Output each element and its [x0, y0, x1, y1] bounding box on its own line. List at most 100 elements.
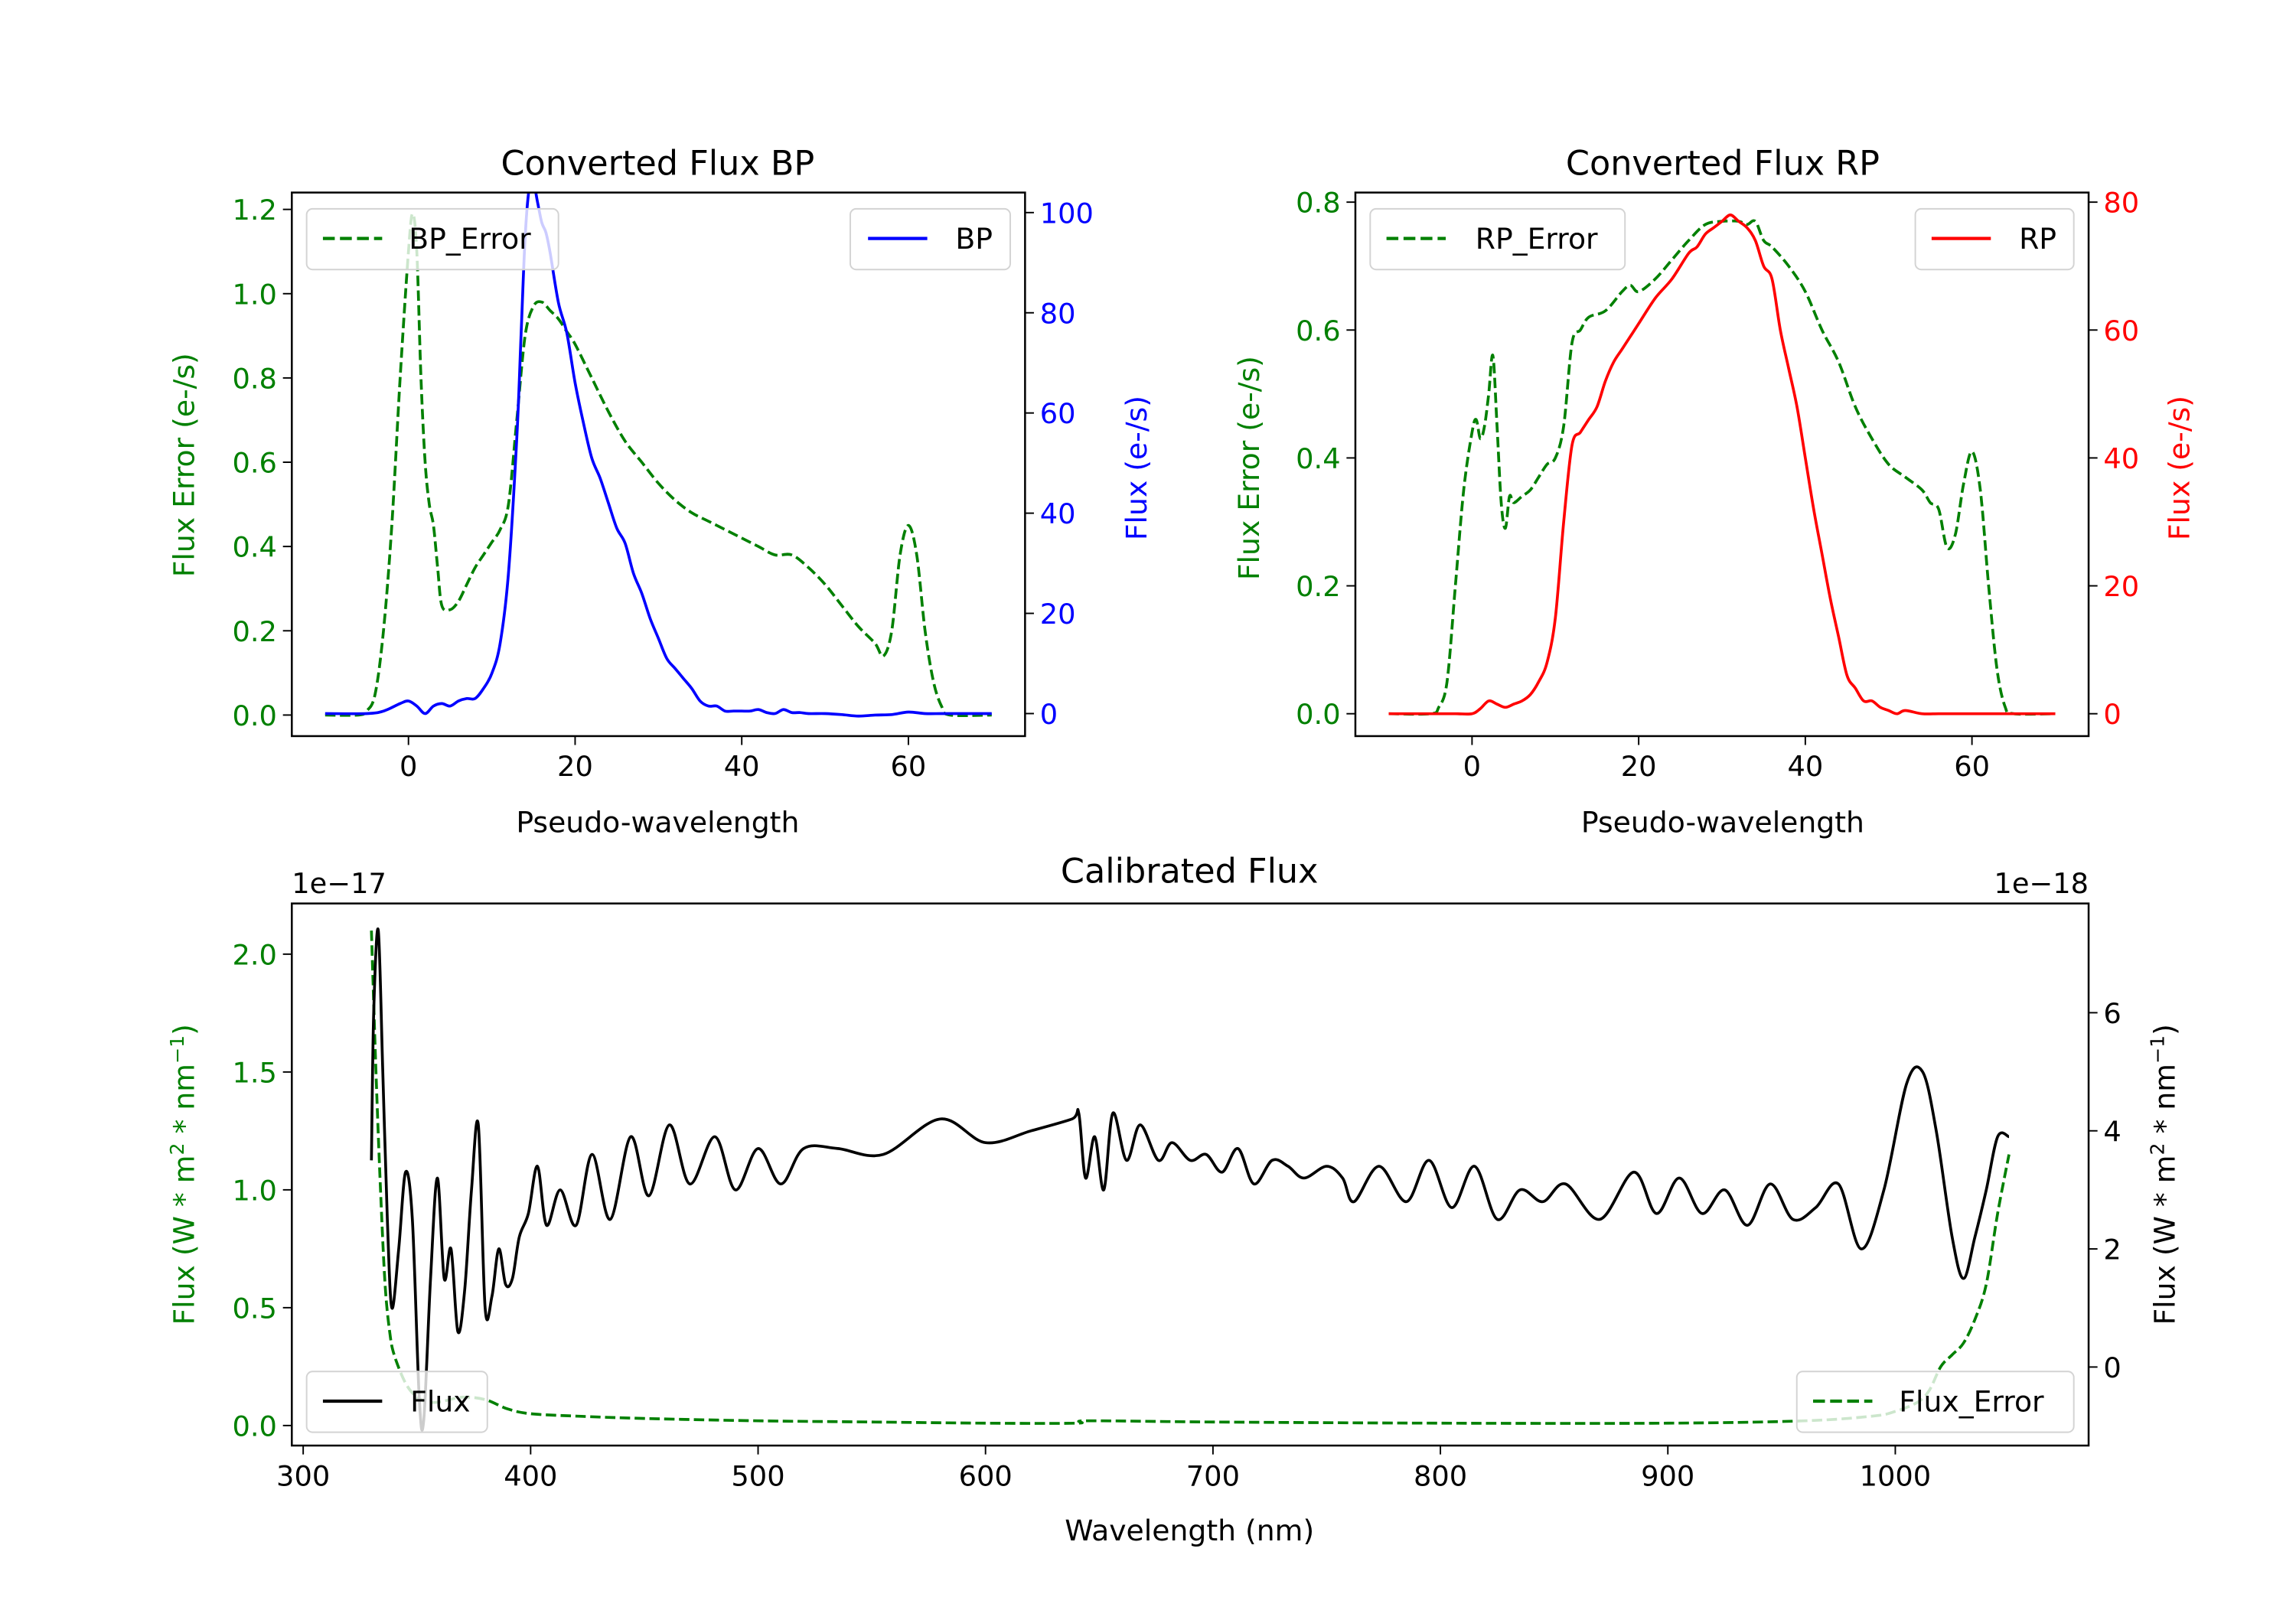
bp-left-tick-label: 0.0 — [232, 699, 276, 732]
rp-legend: RP — [1914, 207, 2075, 271]
rp-right-tick-label: 20 — [2103, 570, 2139, 603]
bp-x-tick-label: 40 — [724, 750, 760, 783]
bp-axes-frame — [291, 191, 1026, 738]
rp-axes-frame — [1354, 191, 2090, 738]
cal-x-tick-label: 700 — [1186, 1459, 1240, 1492]
bp-legend-box — [850, 207, 1011, 271]
cal-x-tick-label: 300 — [276, 1459, 330, 1492]
bp-right-y-label: Flux (e-/s) — [1120, 396, 1153, 540]
flux-legend: Flux — [305, 1371, 488, 1433]
rp-legend-box — [1914, 207, 2075, 271]
bp-title: Converted Flux BP — [501, 144, 814, 183]
rp-right-tick-label: 60 — [2103, 315, 2139, 347]
rp-x-label: Pseudo-wavelength — [1581, 806, 1864, 839]
calibrated-axes-frame — [291, 902, 2090, 1447]
rp-left-tick-label: 0.6 — [1296, 315, 1340, 347]
calibrated-right-ticks: 0 2 4 6 — [2089, 997, 2122, 1384]
cal-x-tick-label: 1000 — [1860, 1459, 1932, 1492]
cal-right-tick-label: 4 — [2103, 1115, 2121, 1148]
rp-legend-label: RP — [2019, 222, 2056, 256]
bp-right-tick-label: 100 — [1040, 197, 1094, 230]
cal-x-tick-label: 600 — [959, 1459, 1013, 1492]
rp-right-tick-label: 40 — [2103, 442, 2139, 475]
cal-right-tick-label: 6 — [2103, 997, 2121, 1030]
cal-right-tick-label: 0 — [2103, 1351, 2121, 1384]
rp-right-y-label: Flux (e-/s) — [2163, 396, 2197, 540]
bp-error-legend: BP_Error — [305, 207, 559, 271]
bp-left-tick-label: 1.2 — [232, 194, 276, 227]
flux-error-legend-box — [1795, 1371, 2075, 1433]
rp-title: Converted Flux RP — [1566, 144, 1880, 183]
cal-left-tick-label: 2.0 — [232, 938, 276, 971]
bp-panel: Converted Flux BP 0 20 40 60 0.00.20.40.60.… — [168, 144, 1154, 839]
flux-error-legend: Flux_Error — [1795, 1371, 2075, 1433]
calibrated-right-y-label: Flux (W * m2 * nm−1) — [2147, 1024, 2182, 1325]
rp-right-ticks: 0 20 40 60 80 — [2089, 187, 2139, 731]
bp-left-tick-label: 0.2 — [232, 615, 276, 648]
cal-left-tick-label: 0.5 — [232, 1292, 276, 1325]
cal-series-flux-line — [370, 927, 2010, 1432]
calibrated-right-offset: 1e−18 — [1994, 867, 2089, 900]
bp-left-ticks: 0.0 0.2 0.4 0.6 0.8 1.0 1.2 — [232, 194, 292, 732]
bp-x-tick-label: 60 — [891, 750, 927, 783]
bp-left-tick-label: 0.4 — [232, 531, 276, 564]
bp-left-tick-label: 0.8 — [232, 362, 276, 395]
cal-left-tick-label: 0.0 — [232, 1410, 276, 1442]
flux-legend-label: Flux — [410, 1385, 470, 1419]
rp-error-legend-box — [1369, 207, 1626, 271]
rp-error-legend-label: RP_Error — [1476, 222, 1598, 256]
cal-x-tick-label: 500 — [731, 1459, 784, 1492]
rp-x-tick-label: 40 — [1787, 750, 1823, 783]
rp-left-ticks: 0.0 0.2 0.4 0.6 0.8 — [1296, 187, 1355, 731]
flux-legend-box — [305, 1371, 488, 1433]
cal-x-tick-label: 900 — [1641, 1459, 1694, 1492]
rp-series-rp-line — [1388, 214, 2056, 716]
rp-right-tick-label: 80 — [2103, 187, 2139, 220]
bp-right-tick-label: 60 — [1040, 397, 1076, 430]
calibrated-left-ticks: 0.0 0.5 1.0 1.5 2.0 — [232, 938, 292, 1442]
bp-error-legend-box — [305, 207, 559, 271]
cal-x-tick-label: 400 — [504, 1459, 557, 1492]
cal-left-tick-label: 1.0 — [232, 1174, 276, 1207]
calibrated-plot-area — [370, 927, 2011, 1432]
calibrated-left-offset: 1e−17 — [292, 867, 386, 900]
bp-left-y-label: Flux Error (e-/s) — [168, 353, 201, 577]
rp-left-tick-label: 0.4 — [1296, 442, 1340, 475]
bp-right-tick-label: 0 — [1040, 698, 1058, 731]
bp-x-label: Pseudo-wavelength — [516, 806, 799, 839]
bp-left-tick-label: 0.6 — [232, 447, 276, 480]
cal-x-tick-label: 800 — [1414, 1459, 1467, 1492]
rp-error-legend: RP_Error — [1369, 207, 1626, 271]
calibrated-title: Calibrated Flux — [1061, 852, 1319, 892]
calibrated-x-label: Wavelength (nm) — [1065, 1514, 1314, 1547]
bp-left-tick-label: 1.0 — [232, 278, 276, 311]
rp-x-tick-label: 20 — [1621, 750, 1657, 783]
bp-right-tick-label: 80 — [1040, 297, 1076, 330]
cal-right-tick-label: 2 — [2103, 1234, 2121, 1266]
rp-x-ticks: 0 20 40 60 — [1463, 735, 1990, 783]
cal-left-tick-label: 1.5 — [232, 1056, 276, 1089]
rp-left-tick-label: 0.8 — [1296, 187, 1340, 220]
bp-right-tick-label: 40 — [1040, 497, 1076, 530]
rp-left-y-label: Flux Error (e-/s) — [1232, 356, 1266, 580]
rp-plot-area — [1388, 214, 2056, 716]
cal-series-flux-error-line — [370, 931, 2011, 1425]
bp-x-tick-label: 0 — [400, 750, 417, 783]
bp-x-ticks: 0 20 40 60 — [400, 735, 927, 783]
bp-x-tick-label: 20 — [557, 750, 593, 783]
rp-x-tick-label: 0 — [1463, 750, 1481, 783]
rp-x-tick-label: 60 — [1954, 750, 1990, 783]
rp-right-tick-label: 0 — [2103, 698, 2121, 731]
bp-right-tick-label: 20 — [1040, 598, 1076, 631]
calibrated-panel: Calibrated Flux 1e−17 1e−18 300 400 500 600… — [166, 852, 2181, 1547]
bp-right-ticks: 0 20 40 60 80 100 — [1025, 197, 1094, 731]
bp-legend: BP — [850, 207, 1011, 271]
calibrated-left-y-label: Flux (W * m2 * nm−1) — [166, 1024, 201, 1325]
bp-error-legend-label: BP_Error — [409, 222, 531, 256]
bp-legend-label: BP — [955, 222, 993, 256]
rp-left-tick-label: 0.2 — [1296, 570, 1340, 603]
rp-series-rp-error-line — [1388, 219, 2056, 716]
calibrated-x-ticks: 300 400 500 600 700 800 900 1000 — [276, 1446, 1931, 1492]
rp-left-tick-label: 0.0 — [1296, 698, 1340, 731]
